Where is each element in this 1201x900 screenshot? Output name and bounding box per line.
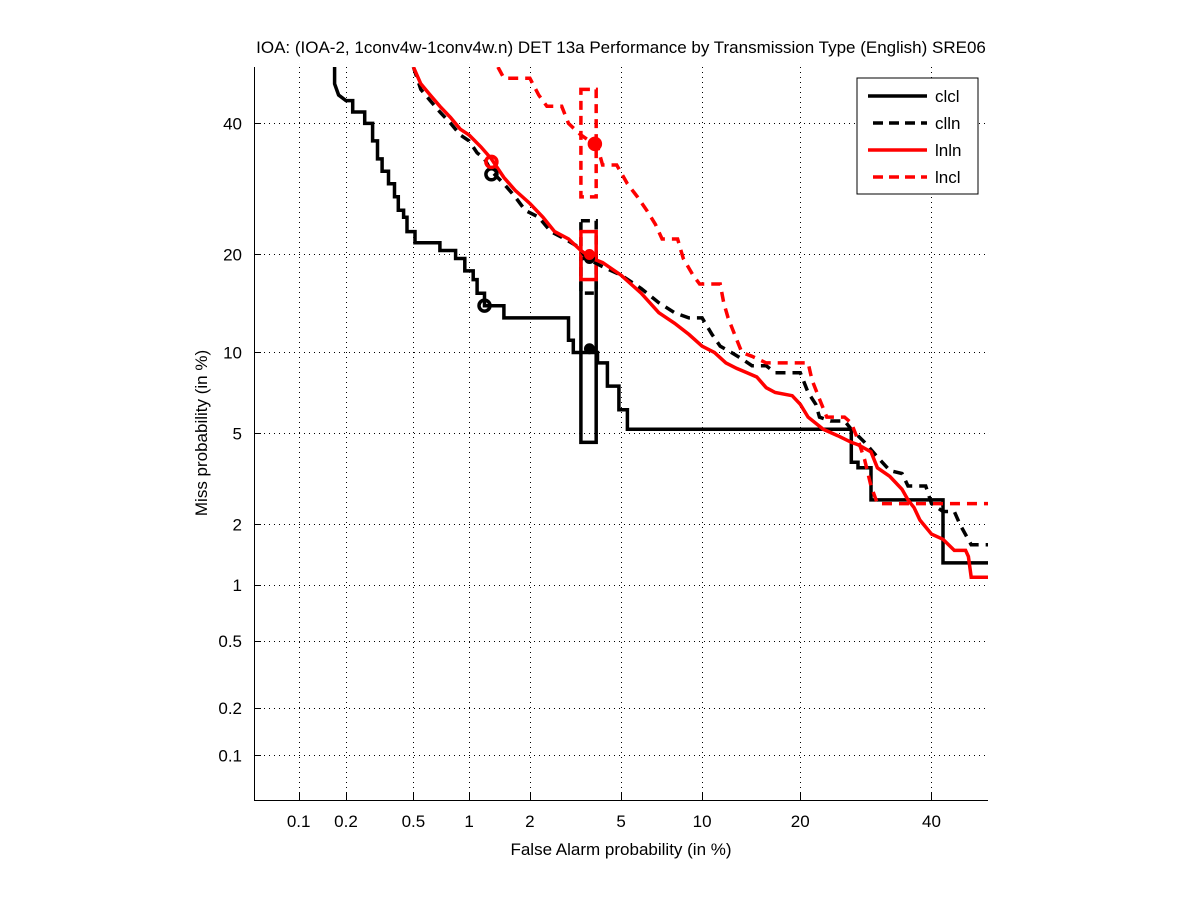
y-tick-label: 2 xyxy=(233,515,242,534)
y-axis-label: Miss probability (in %) xyxy=(192,350,211,516)
x-tick-label: 40 xyxy=(922,812,941,831)
y-tick-label: 0.1 xyxy=(218,746,242,765)
min-dcf-marker-lncl xyxy=(589,138,601,150)
y-tick-label: 0.5 xyxy=(218,632,242,651)
confidence-box-lnln xyxy=(579,229,598,282)
series-line-lnln xyxy=(411,67,988,579)
legend-label-lnln: lnln xyxy=(935,141,961,160)
series-line-clcl xyxy=(332,67,988,565)
y-tick-label: 40 xyxy=(223,114,242,133)
min-dcf-marker-clcl xyxy=(583,343,595,355)
legend: clcl clln lnln lncl xyxy=(856,77,979,195)
x-tick-label: 0.1 xyxy=(287,812,311,831)
y-tick-label: 1 xyxy=(233,576,242,595)
x-tick-label: 0.5 xyxy=(402,812,426,831)
y-tick-label: 0.2 xyxy=(218,699,242,718)
x-tick-label: 2 xyxy=(525,812,534,831)
y-axis-ticks: 0.1 0.2 0.5 1 2 5 10 20 40 xyxy=(218,114,261,765)
y-tick-label: 20 xyxy=(223,245,242,264)
series-line-lncl xyxy=(496,67,988,506)
x-tick-label: 20 xyxy=(791,812,810,831)
y-tick-label: 5 xyxy=(233,424,242,443)
x-tick-label: 10 xyxy=(693,812,712,831)
x-tick-label: 5 xyxy=(616,812,625,831)
x-axis-label: False Alarm probability (in %) xyxy=(510,840,731,859)
legend-label-lncl: lncl xyxy=(935,168,961,187)
grid-lines xyxy=(254,67,988,800)
min-dcf-marker-lnln xyxy=(583,248,595,260)
x-tick-label: 1 xyxy=(464,812,473,831)
x-tick-label: 0.2 xyxy=(334,812,358,831)
plot-area xyxy=(332,67,988,579)
actual-dcf-marker-clcl xyxy=(477,298,492,313)
chart-title: IOA: (IOA-2, 1conv4w-1conv4w.n) DET 13a … xyxy=(256,38,986,57)
legend-label-clln: clln xyxy=(935,114,961,133)
confidence-box-lncl xyxy=(579,87,598,199)
legend-label-clcl: clcl xyxy=(935,87,960,106)
x-axis-ticks: 0.1 0.2 0.5 1 2 5 10 20 40 xyxy=(287,793,941,831)
y-tick-label: 10 xyxy=(223,343,242,362)
actual-dcf-marker-lnln xyxy=(484,154,499,170)
